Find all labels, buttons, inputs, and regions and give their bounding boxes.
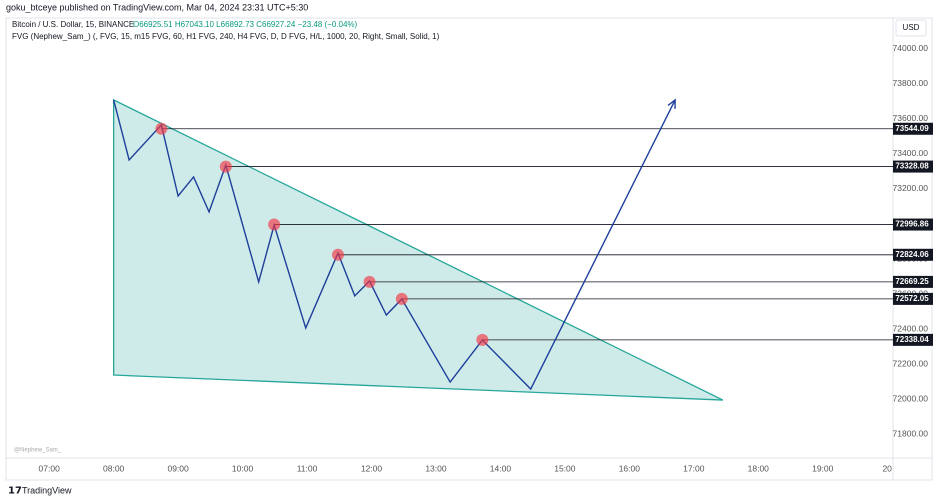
y-tick-label: 72400.00 <box>893 323 929 333</box>
price-line <box>112 99 676 391</box>
y-tick-label: 74000.00 <box>893 43 929 53</box>
x-tick-label: 14:00 <box>490 463 512 473</box>
x-tick-label: 15:00 <box>554 463 576 473</box>
level-label-box <box>893 218 933 231</box>
level-label: 72572.05 <box>895 294 929 303</box>
x-tick-label: 17:00 <box>683 463 705 473</box>
brand-logo: 𝟭𝟳 <box>8 486 22 497</box>
level-label-box <box>893 122 933 135</box>
level-marker <box>331 248 344 261</box>
x-tick-label: 12:00 <box>361 463 383 473</box>
x-tick-label: 13:00 <box>425 463 447 473</box>
level-label-box <box>893 292 933 305</box>
level-marker <box>268 218 281 231</box>
y-tick-label: 73800.00 <box>893 78 929 88</box>
level-label: 72824.06 <box>895 250 929 259</box>
level-marker <box>395 292 408 305</box>
symbol: Bitcoin / U.S. Dollar, 15, BINANCE <box>12 20 134 29</box>
publisher: goku_btceye published on TradingView.com… <box>6 2 308 12</box>
currency-button[interactable] <box>895 19 927 37</box>
level-label-box <box>893 275 933 288</box>
x-tick-label: 10:00 <box>232 463 254 473</box>
level-label: 72669.25 <box>895 277 929 286</box>
level-marker <box>155 122 168 135</box>
arrow-head <box>667 98 676 109</box>
level-label: 73544.09 <box>895 124 929 133</box>
x-tick-label: 16:00 <box>619 463 641 473</box>
y-tick-label: 72200.00 <box>893 358 929 368</box>
level-marker <box>476 333 489 346</box>
level-label-box <box>893 248 933 261</box>
level-label: 72996.86 <box>895 220 929 229</box>
level-marker <box>219 160 232 173</box>
x-tick-label: 18:00 <box>748 463 770 473</box>
y-tick-label: 73200.00 <box>893 183 929 193</box>
x-tick-label: 07:00 <box>39 463 61 473</box>
level-label: 73328.08 <box>895 162 929 171</box>
watermark: @Nephew_Sam_ <box>14 448 62 454</box>
currency[interactable]: USD <box>903 23 920 32</box>
x-tick-label: 19:00 <box>812 463 834 473</box>
level-label: 72338.04 <box>895 335 929 344</box>
y-tick-label: 73600.00 <box>893 113 929 123</box>
brand: TradingView <box>22 485 72 495</box>
level-label-box <box>893 333 933 346</box>
level-label-box <box>893 160 933 173</box>
y-tick-label: 71800.00 <box>893 428 929 438</box>
ohlc: O66925.51 H67043.10 L66892.73 C66927.24 … <box>133 20 358 29</box>
x-tick-label: 20 <box>882 463 892 473</box>
x-tick-label: 09:00 <box>167 463 189 473</box>
x-tick-label: 08:00 <box>103 463 125 473</box>
level-marker <box>363 275 376 288</box>
x-tick-label: 11:00 <box>297 463 318 473</box>
y-tick-label: 73400.00 <box>893 148 929 158</box>
triangle <box>113 98 724 401</box>
y-tick-label: 72000.00 <box>893 393 929 403</box>
indicator: FVG (Nephew_Sam_) (, FVG, 15, m15 FVG, 6… <box>12 32 440 41</box>
